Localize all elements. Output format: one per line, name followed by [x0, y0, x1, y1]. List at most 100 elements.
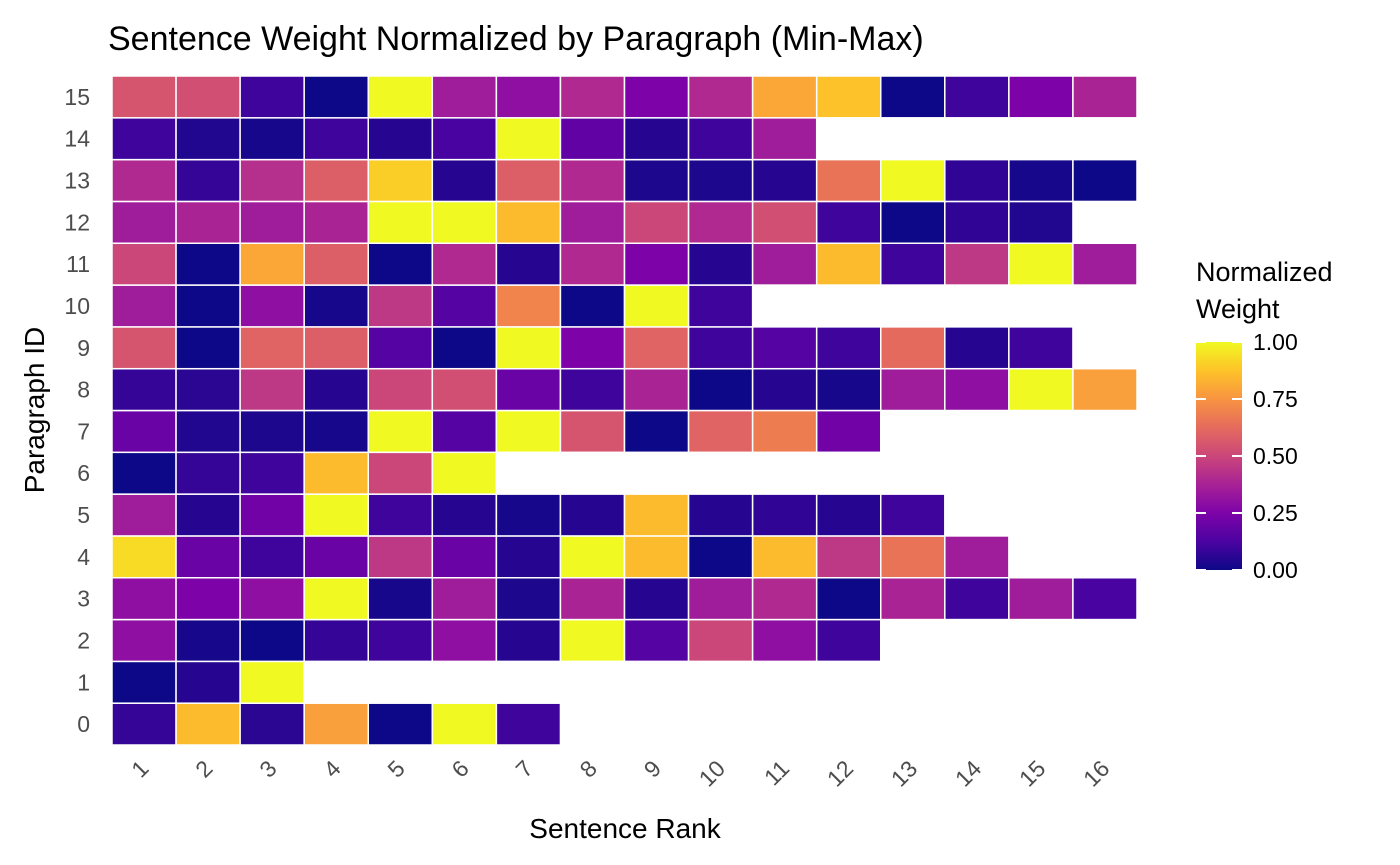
heatmap-cell-p13-s15	[1008, 158, 1074, 203]
heatmap-cell-p4-s6	[431, 535, 498, 579]
heatmap-cell-p13-s10	[687, 158, 754, 203]
heatmap-cell-p6-s6	[431, 451, 498, 495]
heatmap-cell-p7-s4	[303, 409, 369, 454]
x-tick-label: 2	[190, 755, 217, 782]
heatmap-cell-p15-s2	[175, 75, 241, 119]
heatmap-cell-p8-s3	[239, 367, 305, 412]
heatmap-cell-p5-s5	[367, 493, 434, 537]
heatmap-cell-p11-s6	[431, 242, 498, 286]
heatmap-cell-p1-s3	[239, 660, 305, 704]
heatmap-cell-p12-s1	[111, 200, 177, 245]
heatmap-cell-p5-s6	[431, 493, 498, 537]
heatmap-cell-p14-s8	[559, 117, 626, 161]
heatmap-cell-p9-s8	[559, 326, 626, 370]
heatmap-cell-p14-s10	[687, 117, 754, 161]
heatmap-cell-p2-s12	[815, 618, 882, 663]
heatmap-cell-p4-s5	[367, 535, 434, 579]
heatmap-cell-p7-s3	[239, 409, 305, 454]
heatmap-cell-p13-s16	[1072, 158, 1138, 203]
heatmap-cell-p3-s15	[1008, 577, 1074, 621]
heatmap-cell-p8-s10	[687, 367, 754, 412]
heatmap-cell-p12-s9	[623, 200, 690, 245]
heatmap-cell-p7-s2	[175, 409, 241, 454]
heatmap-cell-p10-s6	[431, 284, 498, 328]
x-tick-label: 5	[382, 755, 409, 782]
heatmap-cell-p12-s10	[687, 200, 754, 245]
heatmap-cell-p4-s10	[687, 535, 754, 579]
heatmap-cell-p11-s10	[687, 242, 754, 286]
heatmap-cell-p11-s4	[303, 242, 369, 286]
heatmap-cell-p12-s15	[1008, 200, 1074, 245]
heatmap-cell-p8-s15	[1008, 367, 1074, 412]
heatmap-cell-p4-s12	[815, 535, 882, 579]
heatmap-cell-p12-s6	[431, 200, 498, 245]
x-axis-title: Sentence Rank	[529, 813, 721, 844]
heatmap-cell-p13-s13	[880, 158, 946, 203]
heatmap-cell-p7-s1	[111, 409, 177, 454]
heatmap-cell-p15-s11	[751, 75, 818, 119]
x-tick-label: 1	[126, 755, 153, 782]
heatmap-cell-p4-s9	[623, 535, 690, 579]
y-tick-label: 10	[64, 293, 90, 319]
heatmap-cell-p3-s7	[495, 577, 562, 621]
x-tick-label: 3	[254, 755, 281, 782]
heatmap-cell-p3-s14	[944, 577, 1010, 621]
heatmap-cell-p12-s7	[495, 200, 562, 245]
heatmap-cell-p2-s7	[495, 618, 562, 663]
heatmap-cell-p15-s16	[1072, 75, 1138, 119]
heatmap-cell-p13-s7	[495, 158, 562, 203]
heatmap-cell-p4-s1	[111, 535, 177, 579]
legend-title-line2: Weight	[1196, 294, 1280, 324]
heatmap-cell-p9-s15	[1008, 326, 1074, 370]
x-tick-label: 6	[446, 755, 473, 782]
heatmap-cell-p12-s12	[815, 200, 882, 245]
x-tick-label: 12	[822, 755, 858, 791]
heatmap-cell-p6-s4	[303, 451, 369, 495]
heatmap-cell-p9-s4	[303, 326, 369, 370]
heatmap-cell-p11-s15	[1008, 242, 1074, 286]
heatmap-cell-p4-s13	[880, 535, 946, 579]
color-legend: Normalized Weight 1.00 0.75 0.50 0.25 0.00	[1196, 257, 1333, 583]
heatmap-cell-p10-s2	[175, 284, 241, 328]
heatmap-cell-p13-s11	[751, 158, 818, 203]
heatmap-cell-p12-s5	[367, 200, 434, 245]
heatmap-cell-p8-s2	[175, 367, 241, 412]
heatmap-cell-p5-s7	[495, 493, 562, 537]
heatmap-cell-p5-s11	[751, 493, 818, 537]
heatmap-cell-p15-s7	[495, 75, 562, 119]
heatmap-cell-p15-s3	[239, 75, 305, 119]
heatmap-cell-p7-s6	[431, 409, 498, 454]
heatmap-cell-p13-s2	[175, 158, 241, 203]
x-tick-label: 4	[318, 755, 346, 783]
heatmap-cell-p5-s1	[111, 493, 177, 537]
heatmap-cell-p11-s8	[559, 242, 626, 286]
heatmap-cell-p10-s4	[303, 284, 369, 328]
heatmap-cell-p11-s5	[367, 242, 434, 286]
heatmap-cell-p3-s13	[880, 577, 946, 621]
heatmap-cell-p1-s2	[175, 660, 241, 704]
heatmap-cell-p4-s7	[495, 535, 562, 579]
heatmap-cell-p11-s12	[815, 242, 882, 286]
heatmap-cell-p12-s14	[944, 200, 1010, 245]
heatmap-cell-p15-s1	[111, 75, 177, 119]
heatmap-cell-p14-s1	[111, 117, 177, 161]
x-tick-label: 7	[511, 755, 538, 782]
heatmap-cell-p2-s2	[175, 618, 241, 663]
heatmap-cell-p1-s1	[111, 660, 177, 704]
heatmap-cell-p14-s7	[495, 117, 562, 161]
heatmap-cell-p15-s12	[815, 75, 882, 119]
heatmap-cell-p2-s8	[559, 618, 626, 663]
heatmap-cell-p13-s8	[559, 158, 626, 203]
heatmap-cell-p10-s8	[559, 284, 626, 328]
legend-tick-label: 1.00	[1253, 329, 1298, 355]
heatmap-cell-p10-s7	[495, 284, 562, 328]
heatmap-cell-p0-s7	[495, 702, 562, 746]
heatmap-cell-p3-s5	[367, 577, 434, 621]
y-tick-label: 0	[77, 711, 90, 737]
heatmap-cell-p12-s11	[751, 200, 818, 245]
heatmap-cell-p9-s3	[239, 326, 305, 370]
heatmap-cell-p12-s13	[880, 200, 946, 245]
chart-title: Sentence Weight Normalized by Paragraph …	[108, 20, 924, 58]
heatmap-cell-p7-s8	[559, 409, 626, 454]
